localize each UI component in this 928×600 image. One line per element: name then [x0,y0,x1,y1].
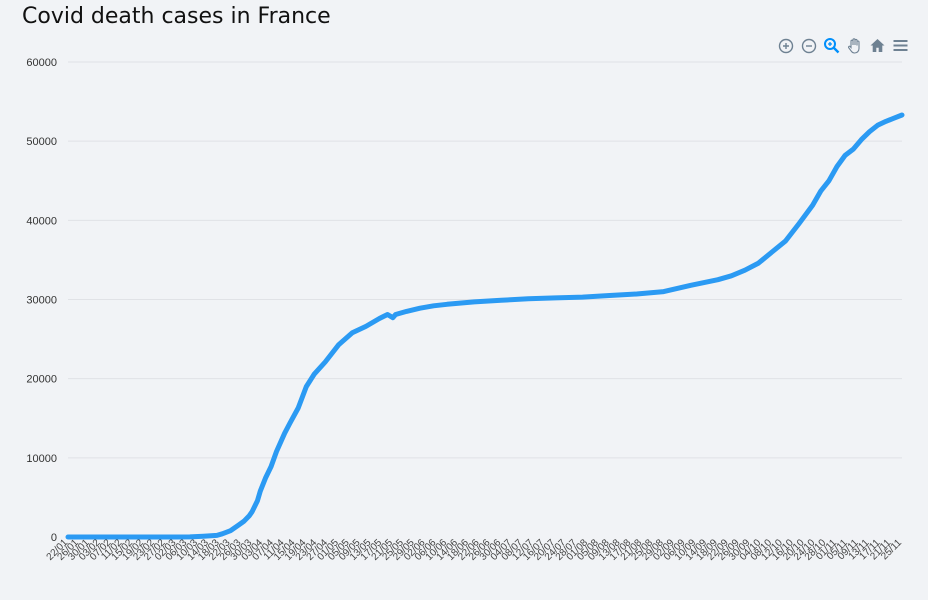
x-axis: 22/0126/0130/0103/0207/0211/0215/0219/02… [45,537,905,563]
y-tick-label: 10000 [26,453,57,465]
chart-title: Covid death cases in France [22,4,331,29]
zoom-out-icon[interactable] [799,36,818,55]
magnifier-icon[interactable] [822,36,841,55]
y-tick-label: 40000 [26,215,57,227]
chart-toolbar [776,36,910,55]
y-tick-label: 50000 [26,136,57,148]
y-tick-label: 0 [51,532,57,544]
y-axis: 0 10000 20000 30000 40000 50000 60000 [26,57,57,544]
gridlines [68,61,902,459]
series [65,112,905,540]
y-tick-label: 20000 [26,374,57,386]
home-icon[interactable] [868,36,887,55]
menu-icon[interactable] [891,36,910,55]
zoom-in-icon[interactable] [776,36,795,55]
hand-icon[interactable] [845,36,864,55]
series-line-deaths[interactable] [65,112,905,540]
y-tick-label: 30000 [26,295,57,307]
y-tick-label: 60000 [26,57,57,69]
